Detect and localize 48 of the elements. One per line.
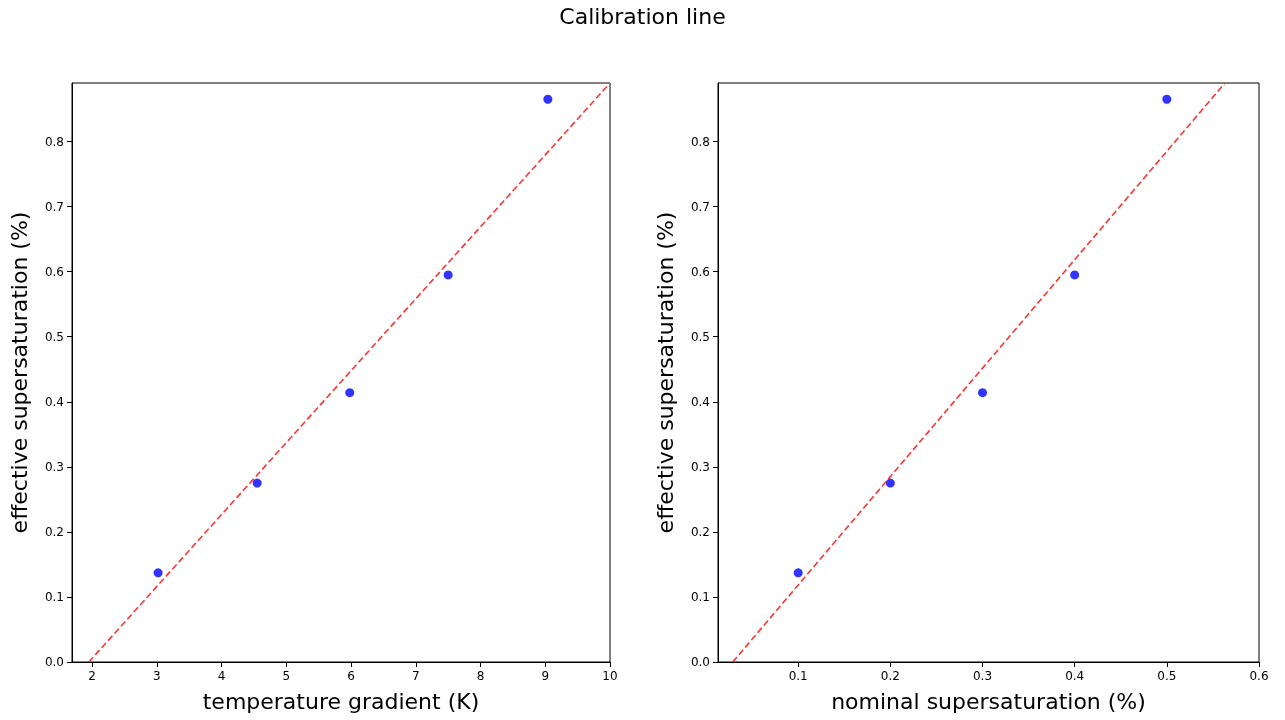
x-tick-label: 4	[217, 669, 226, 683]
point	[1070, 270, 1080, 280]
x-tick-label: 2	[88, 669, 96, 683]
x-tick-label: 5	[282, 669, 291, 683]
y-tick-label: 0.0	[690, 655, 710, 669]
point	[153, 568, 163, 578]
x-tick-label: 3	[152, 669, 161, 683]
y-tick-label: 0.7	[44, 199, 64, 214]
x-tick-label: 0.4	[1065, 669, 1085, 683]
x-tick-label: 0.2	[880, 669, 900, 683]
chart-title: Calibration line	[558, 4, 727, 29]
y-tick-label: 0.6	[690, 264, 710, 279]
y-tick-label: 0.5	[44, 329, 64, 344]
y-tick-label: 0.7	[690, 199, 710, 214]
x-tick-label: 9	[541, 669, 550, 683]
point	[345, 388, 355, 398]
y-tick-label: 0.6	[44, 264, 64, 279]
y-axis-title: effective supersaturation (%)	[652, 211, 678, 534]
y-tick-label: 0.0	[44, 655, 64, 669]
y-tick-label: 0.3	[690, 459, 710, 474]
y-tick-label: 0.2	[44, 524, 64, 539]
y-tick-label: 0.1	[690, 589, 710, 604]
point	[543, 94, 553, 104]
x-tick-label: 0.1	[788, 669, 808, 683]
point	[252, 478, 262, 488]
y-tick-label: 0.5	[690, 329, 710, 344]
y-tick-label: 0.4	[44, 394, 64, 409]
y-tick-label: 0.8	[690, 134, 710, 149]
y-tick-label: 0.8	[44, 134, 64, 149]
x-tick-label: 0.5	[1157, 669, 1177, 683]
point	[443, 270, 453, 280]
x-axis-title: temperature gradient (K)	[202, 688, 480, 714]
x-tick-label: 6	[347, 669, 355, 683]
y-tick-label: 0.3	[44, 459, 64, 474]
point	[1162, 94, 1172, 104]
point	[978, 388, 988, 398]
x-tick-label: 0.3	[972, 669, 993, 683]
y-tick-label: 0.2	[690, 524, 710, 539]
point	[793, 568, 803, 578]
y-tick-label: 0.4	[690, 394, 710, 409]
point	[885, 478, 895, 488]
x-axis-title: nominal supersaturation (%)	[831, 688, 1146, 714]
x-tick-label: 0.6	[1249, 669, 1269, 683]
x-tick-label: 8	[476, 669, 485, 683]
y-axis-title: effective supersaturation (%)	[6, 211, 32, 534]
x-tick-label: 7	[411, 669, 420, 683]
x-tick-label: 10	[602, 669, 618, 683]
y-tick-label: 0.1	[44, 589, 64, 604]
